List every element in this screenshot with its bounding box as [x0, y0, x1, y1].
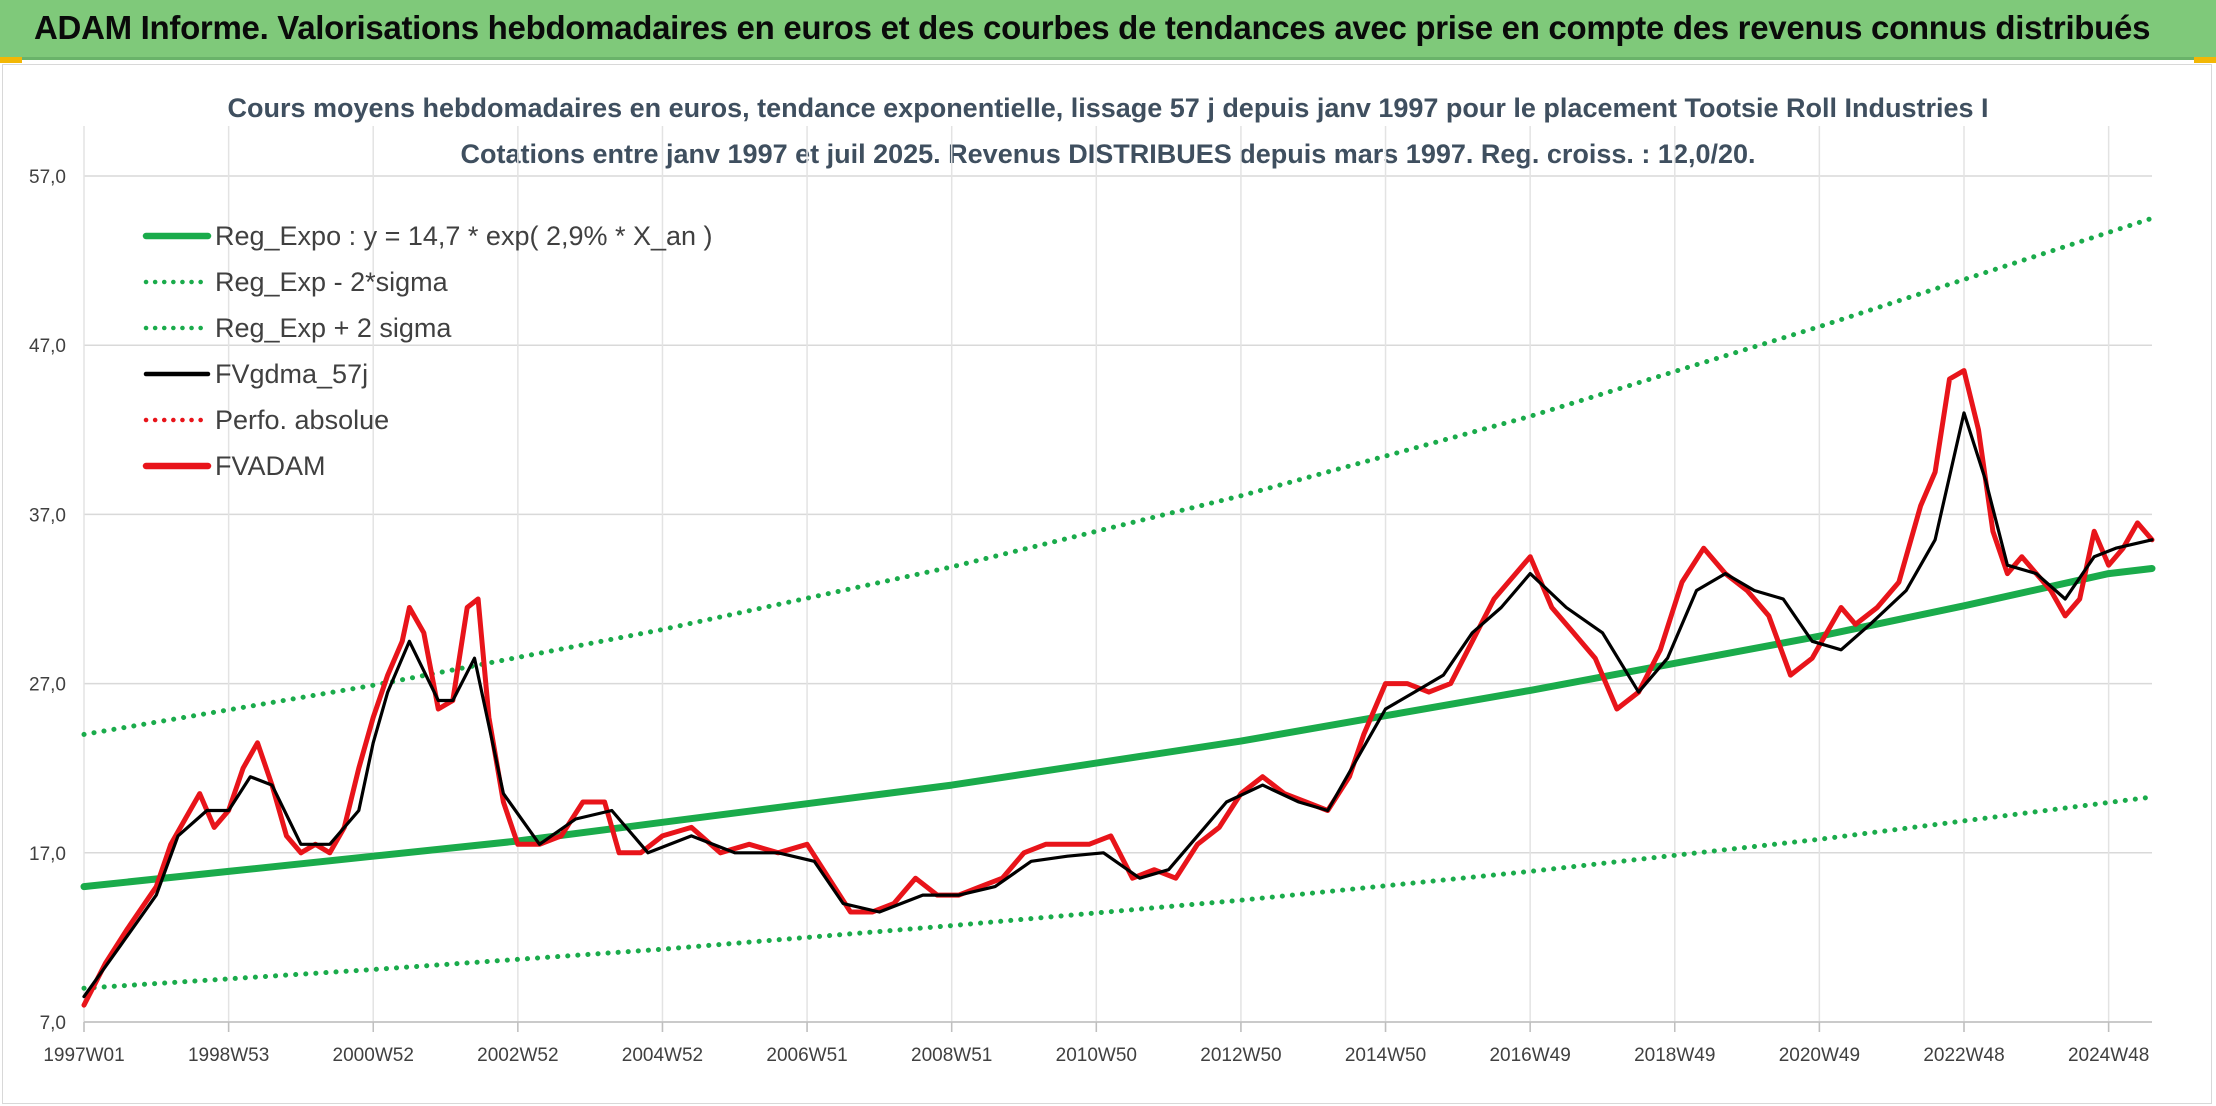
y-tick-label: 37,0	[29, 505, 66, 526]
legend-label: Perfo. absolue	[215, 405, 389, 435]
x-tick-label: 2020W49	[1779, 1045, 1860, 1066]
legend-label: Reg_Expo : y = 14,7 * exp( 2,9% * X_an )	[215, 221, 713, 251]
header-banner: ADAM Informe. Valorisations hebdomadaire…	[0, 0, 2216, 60]
x-tick-label: 2022W48	[1923, 1045, 2004, 1066]
x-tick-label: 2002W52	[477, 1045, 558, 1066]
chart-subtitle: Cotations entre janv 1997 et juil 2025. …	[460, 139, 1755, 169]
corner-accent-left	[0, 57, 22, 63]
legend-label: FVADAM	[215, 451, 326, 481]
x-tick-label: 2024W48	[2068, 1045, 2149, 1066]
y-tick-label: 17,0	[29, 844, 66, 865]
x-tick-label: 2004W52	[622, 1045, 703, 1066]
banner-title: ADAM Informe. Valorisations hebdomadaire…	[34, 9, 2151, 46]
x-tick-label: 2014W50	[1345, 1045, 1426, 1066]
x-tick-label: 1998W53	[188, 1045, 269, 1066]
series-line-5	[81, 368, 2155, 1008]
y-tick-label: 7,0	[40, 1013, 66, 1034]
axes: 57,0 47,0 37,0 27,0 17,0 7,0 1997W01 1998W53 200…	[29, 167, 2152, 1066]
x-tick-label: 2010W50	[1056, 1045, 1137, 1066]
y-tick-label: 47,0	[29, 336, 66, 357]
series-line-3	[82, 411, 2154, 999]
x-tick-label: 2012W50	[1200, 1045, 1281, 1066]
x-tick-label: 2006W51	[766, 1045, 847, 1066]
series-layer	[80, 215, 2156, 1008]
x-tick-label: 2000W52	[333, 1045, 414, 1066]
y-tick-label: 27,0	[29, 675, 66, 696]
legend-label: Reg_Exp - 2*sigma	[215, 267, 449, 297]
chart-title: Cours moyens hebdomadaires en euros, ten…	[227, 93, 1988, 123]
series-line-2	[81, 215, 2155, 737]
x-tick-label: 2008W51	[911, 1045, 992, 1066]
x-tick-label: 1997W01	[43, 1045, 124, 1066]
series-line-0	[80, 565, 2156, 891]
x-tick-label: 2016W49	[1489, 1045, 1570, 1066]
y-tick-label: 57,0	[29, 167, 66, 188]
x-tick-label: 2018W49	[1634, 1045, 1715, 1066]
corner-accent-right	[2194, 57, 2216, 63]
legend-label: Reg_Exp + 2 sigma	[215, 313, 452, 343]
chart-frame	[2, 64, 2212, 1104]
series-line-1	[81, 794, 2155, 991]
grid	[83, 126, 2152, 1032]
legend: Reg_Expo : y = 14,7 * exp( 2,9% * X_an )…	[142, 221, 713, 481]
legend-label: FVgdma_57j	[215, 359, 368, 389]
